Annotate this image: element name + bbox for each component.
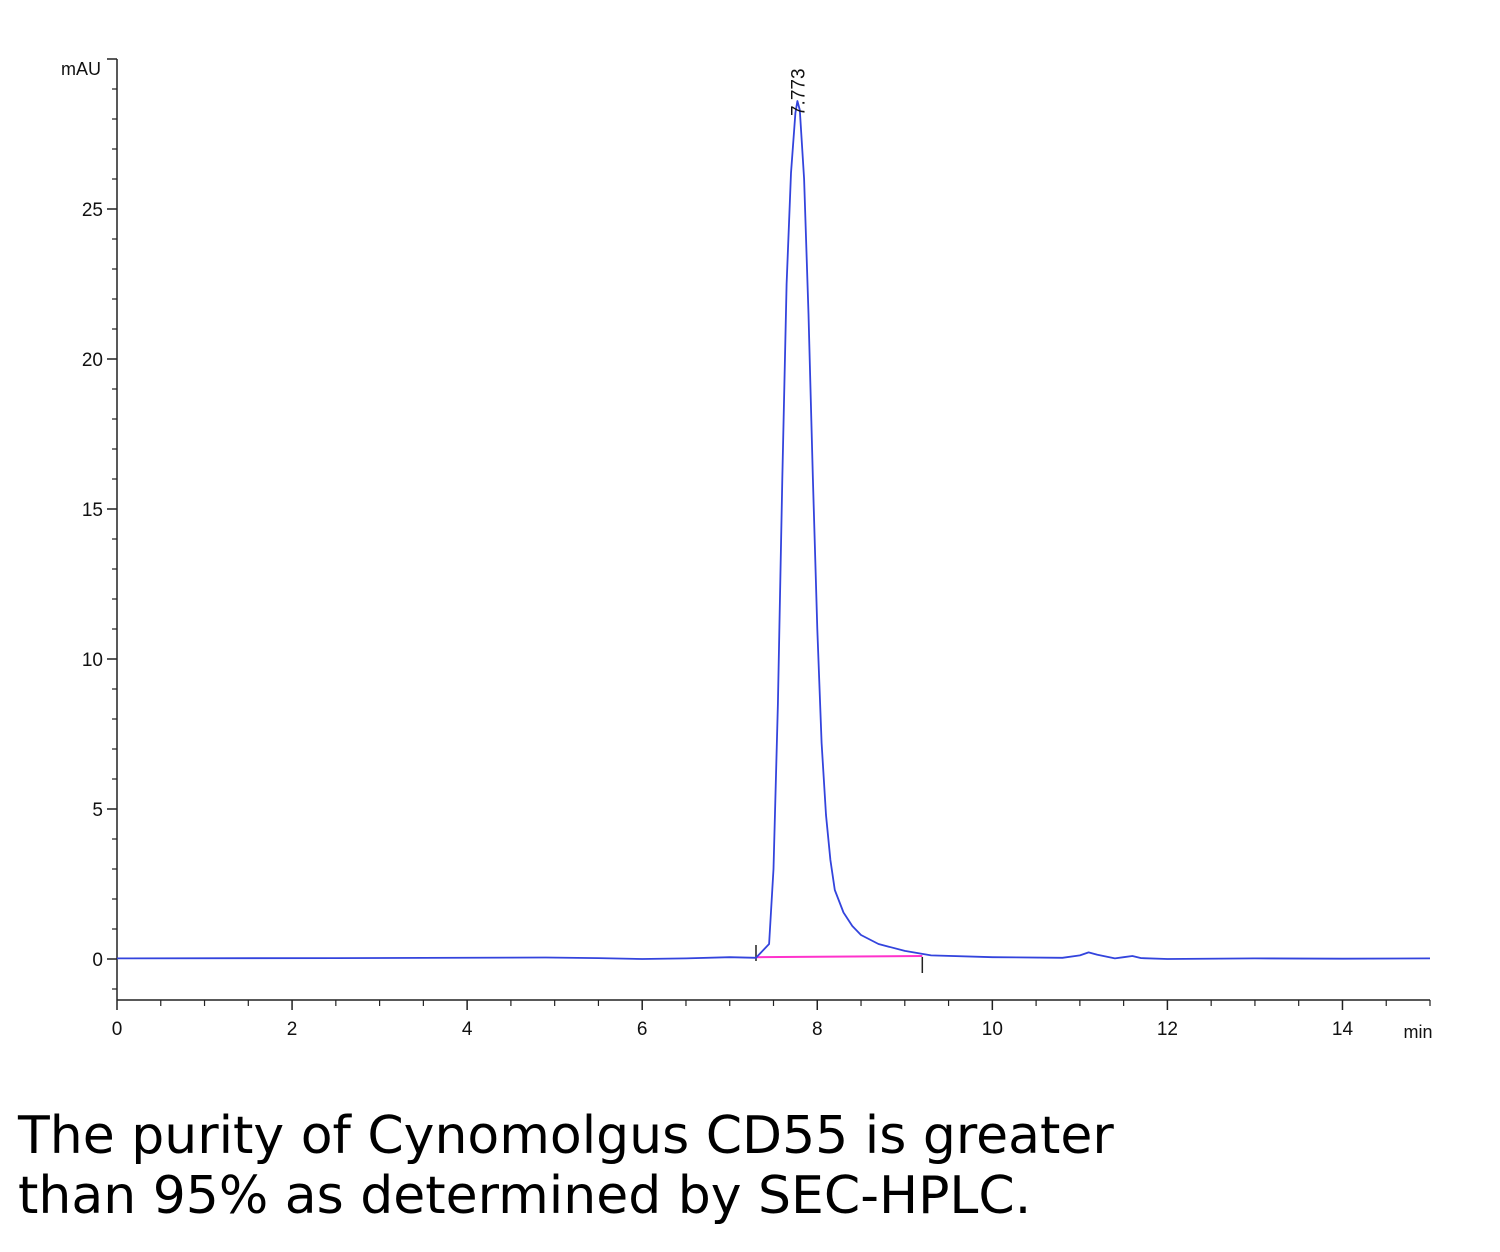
y-axis-unit-label: mAU (61, 59, 101, 79)
x-tick-label: 10 (982, 1019, 1003, 1040)
caption-line-1: The purity of Cynomolgus CD55 is greater (18, 1106, 1114, 1166)
integration-baseline (755, 955, 923, 959)
y-tick-label: 20 (82, 350, 103, 371)
x-tick-label: 8 (812, 1019, 823, 1040)
x-axis-unit-label: min (1403, 1022, 1432, 1042)
tick-labels: 0 5 10 15 20 25 0 2 4 6 8 10 12 14 (82, 200, 1354, 1040)
x-tick-label: 12 (1157, 1019, 1178, 1040)
caption: The purity of Cynomolgus CD55 is greater… (18, 1106, 1478, 1226)
peak-retention-time-label: 7.773 (788, 68, 809, 116)
y-tick-label: 15 (82, 500, 103, 521)
y-tick-label: 25 (82, 200, 103, 221)
x-tick-label: 2 (287, 1019, 298, 1040)
x-tick-label: 4 (462, 1019, 473, 1040)
y-tick-label: 10 (82, 650, 103, 671)
y-tick-label: 0 (92, 950, 103, 971)
tick-marks (107, 58, 1431, 1010)
y-tick-label: 5 (92, 800, 103, 821)
caption-line-2: than 95% as determined by SEC-HPLC. (18, 1166, 1032, 1226)
series-line-chromatogram (116, 100, 1431, 960)
chromatogram-chart: 0 5 10 15 20 25 0 2 4 6 8 10 12 14 mAU min 7.773 (61, 58, 1433, 1042)
x-tick-label: 14 (1332, 1019, 1354, 1040)
x-tick-label: 6 (637, 1019, 648, 1040)
x-tick-label: 0 (112, 1019, 123, 1040)
